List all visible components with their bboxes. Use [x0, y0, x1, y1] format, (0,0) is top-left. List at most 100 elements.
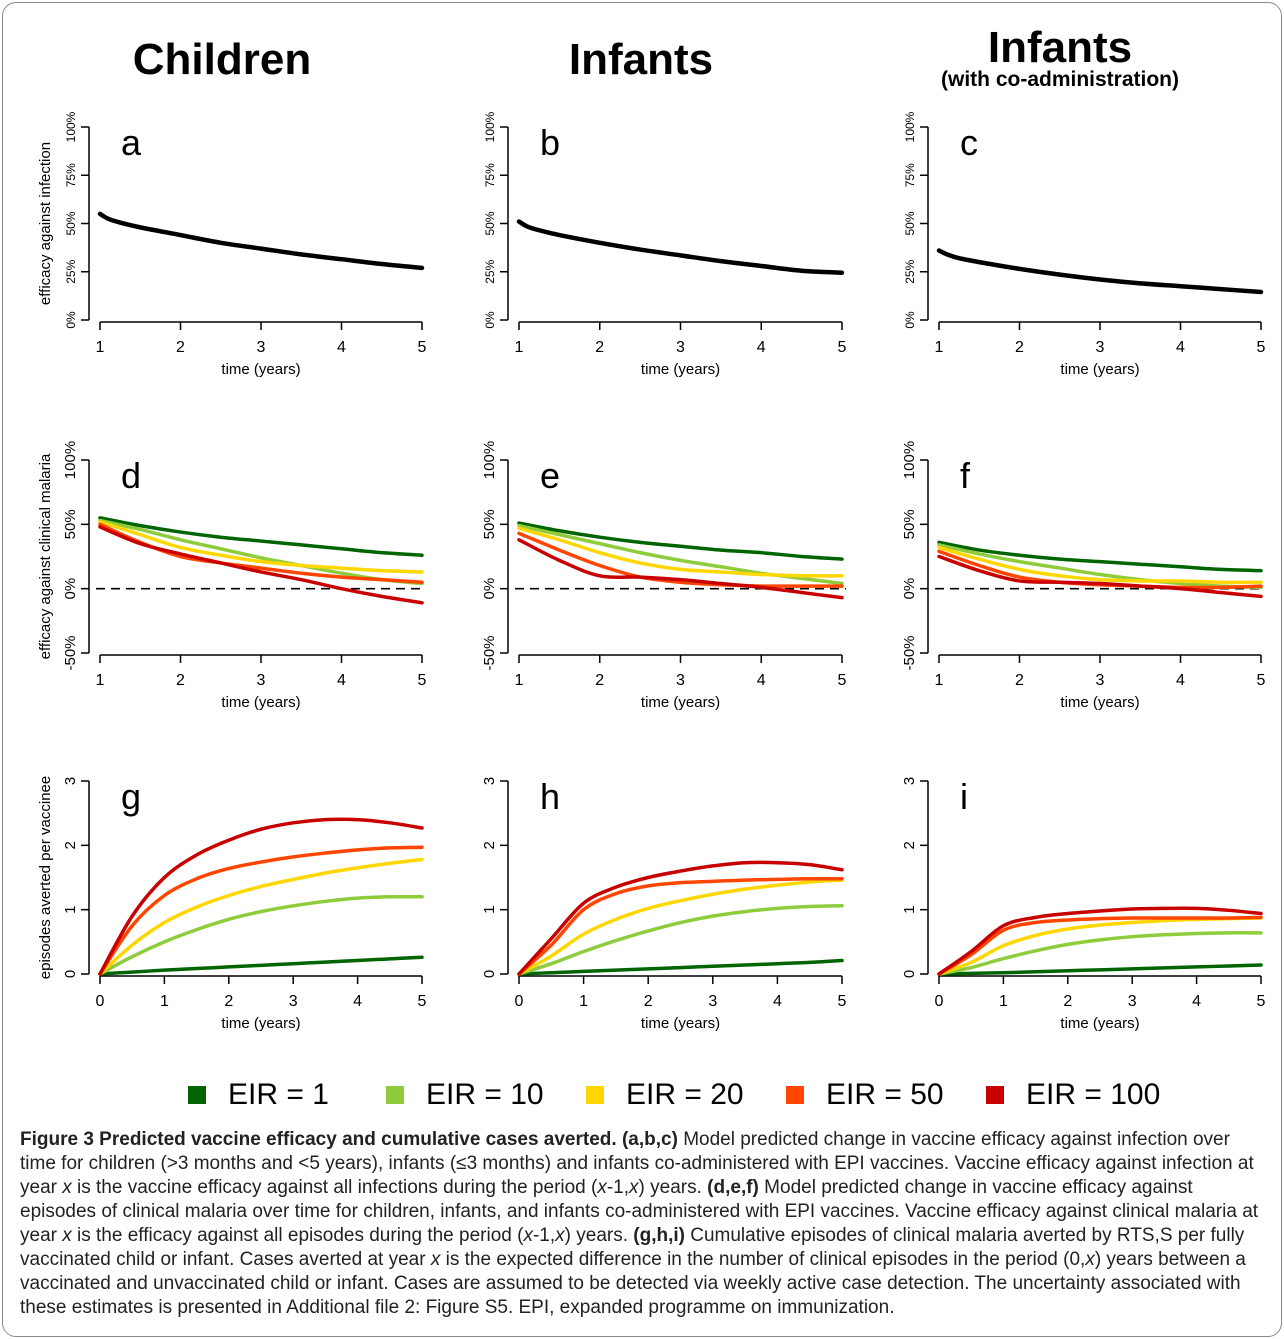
x-tick-label: 5: [418, 339, 427, 356]
legend-label-eir-10: EIR = 10: [426, 1078, 544, 1111]
x-axis-label: time (years): [221, 1015, 300, 1032]
series-line-10: [98, 894, 424, 976]
series-line-100: [517, 860, 844, 976]
legend-swatch-eir-1: [188, 1086, 206, 1104]
series-line-100: [517, 538, 844, 600]
panel-letter: a: [121, 122, 142, 163]
y-tick-label: 75%: [64, 163, 78, 187]
legend-item-eir-50: EIR = 50: [786, 1078, 944, 1112]
caption-text: is the efficacy against all episodes dur…: [71, 1225, 524, 1246]
x-axis-label: time (years): [1060, 361, 1139, 378]
series-line-10: [937, 931, 1263, 976]
y-tick-label: 1: [901, 905, 918, 913]
y-tick-label: -50%: [901, 635, 918, 670]
x-tick-label: 2: [644, 993, 653, 1010]
x-tick-label: 3: [676, 339, 685, 356]
x-tick-label: 5: [838, 672, 847, 689]
legend: EIR = 1 EIR = 10 EIR = 20 EIR = 50 EIR =…: [0, 1078, 1284, 1122]
series-line-20: [517, 526, 844, 578]
caption-text: -1,: [606, 1177, 630, 1198]
y-tick-label: 0%: [483, 311, 497, 329]
x-tick-label: 2: [595, 339, 604, 356]
x-tick-label: 4: [757, 339, 766, 356]
panel-letter: f: [960, 455, 971, 496]
y-tick-label: 1: [481, 905, 498, 913]
y-tick-label: 50%: [62, 509, 79, 539]
caption-var: x: [430, 1249, 441, 1270]
x-tick-label: 2: [595, 672, 604, 689]
panel-i: 0 1 2 3 0 1 2 3 4 5 time (years) i: [901, 776, 1266, 1032]
x-tick-label: 4: [1176, 339, 1185, 356]
x-tick-label: 5: [1257, 339, 1266, 356]
panel-f: -50% 0% 50% 100% 1 2 3 4 5 time (years) f: [901, 441, 1266, 711]
series-line-1: [517, 958, 844, 976]
y-tick-label: 25%: [483, 259, 497, 283]
legend-label-eir-50: EIR = 50: [826, 1078, 944, 1111]
y-tick-label: 3: [901, 777, 918, 785]
x-axis-label: time (years): [641, 1015, 720, 1032]
y-axis-label: efficacy against infection: [37, 142, 54, 305]
panel-b: 0% 25% 50% 75% 100% 1 2 3 4 5 time (years) b: [483, 111, 847, 378]
x-tick-label: 4: [1192, 993, 1201, 1010]
legend-swatch-eir-10: [386, 1086, 404, 1104]
legend-swatch-eir-20: [586, 1086, 604, 1104]
caption-var: x: [62, 1225, 72, 1246]
series-line-1: [98, 955, 424, 976]
series-line-10: [517, 904, 844, 976]
x-tick-label: 4: [353, 993, 362, 1010]
panel-c: 0% 25% 50% 75% 100% 1 2 3 4 5 time (years) c: [903, 111, 1266, 378]
caption-text: ) years.: [638, 1177, 708, 1198]
panel-letter: c: [960, 122, 978, 163]
series-line-1: [937, 540, 1263, 573]
x-tick-label: 1: [515, 672, 524, 689]
column-title: Children: [133, 35, 311, 84]
panel-e: -50% 0% 50% 100% 1 2 3 4 5 time (years) e: [481, 441, 847, 711]
column-title: Infants: [988, 23, 1132, 72]
column-title: Infants: [569, 35, 713, 84]
x-tick-label: 1: [96, 672, 105, 689]
x-tick-label: 2: [1015, 339, 1024, 356]
y-tick-label: 0%: [64, 311, 78, 329]
panel-letter: b: [540, 122, 560, 163]
y-axis-label: efficacy against clinical malaria: [37, 453, 54, 659]
series-line-50: [937, 915, 1263, 976]
x-tick-label: 3: [676, 672, 685, 689]
series-line-100: [98, 817, 424, 976]
x-tick-label: 0: [935, 993, 944, 1010]
legend-swatch-eir-100: [986, 1086, 1004, 1104]
caption-text: is the vaccine efficacy against all infe…: [71, 1177, 598, 1198]
x-tick-label: 3: [289, 993, 298, 1010]
x-tick-label: 2: [1063, 993, 1072, 1010]
x-tick-label: 1: [935, 672, 944, 689]
panel-h: 0 1 2 3 0 1 2 3 4 5 time (years) h: [481, 776, 847, 1032]
x-tick-label: 2: [224, 993, 233, 1010]
series-line-1: [937, 963, 1263, 976]
y-tick-label: 100%: [903, 111, 917, 142]
x-tick-label: 3: [708, 993, 717, 1010]
y-tick-label: 25%: [903, 259, 917, 283]
x-tick-label: 5: [418, 672, 427, 689]
x-tick-label: 4: [337, 339, 346, 356]
legend-label-eir-100: EIR = 100: [1026, 1078, 1161, 1111]
y-tick-label: 100%: [62, 441, 79, 479]
x-tick-label: 1: [515, 339, 524, 356]
legend-label-eir-20: EIR = 20: [626, 1078, 744, 1111]
caption-part-def: (d,e,f): [707, 1177, 759, 1198]
caption-text: Model predicted change in vaccine effica…: [20, 1129, 1254, 1198]
y-tick-label: 0%: [62, 578, 79, 600]
series-line-100: [937, 906, 1263, 976]
y-tick-label: 50%: [481, 509, 498, 539]
panel-letter: g: [121, 776, 141, 817]
x-tick-label: 4: [757, 672, 766, 689]
y-tick-label: 2: [481, 841, 498, 849]
x-tick-label: 1: [96, 339, 105, 356]
panel-letter: d: [121, 455, 141, 496]
series-line: [936, 248, 1264, 295]
figure-charts: Children Infants Infants(with co-administr…: [37, 23, 1266, 1032]
panel-letter: e: [540, 455, 560, 496]
caption-var: x: [1085, 1249, 1095, 1270]
series-line-100: [98, 525, 424, 605]
y-tick-label: 2: [901, 841, 918, 849]
x-tick-label: 5: [1257, 993, 1266, 1010]
